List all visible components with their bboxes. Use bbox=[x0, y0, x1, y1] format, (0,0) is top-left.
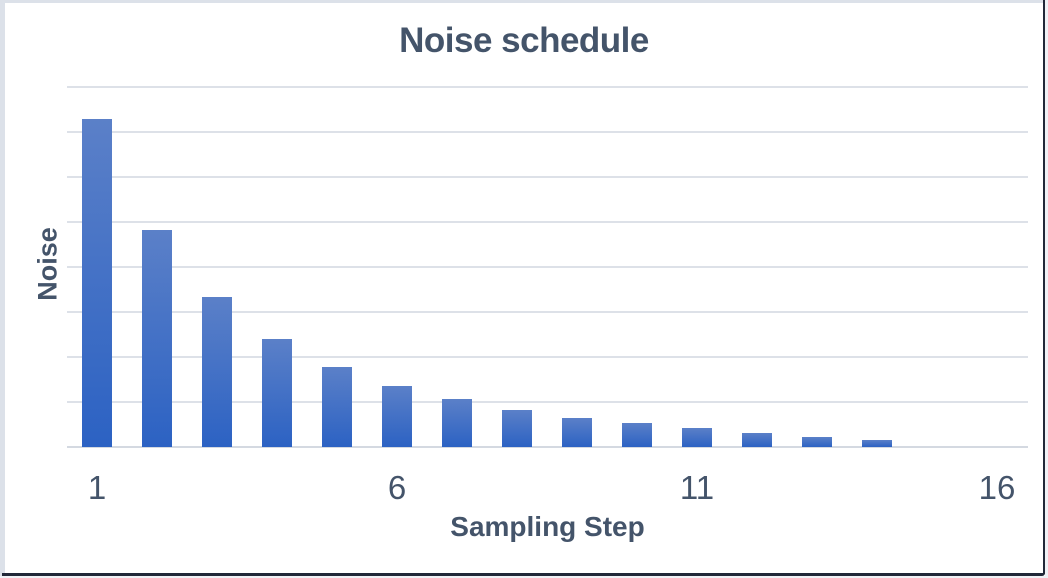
gridline bbox=[67, 401, 1028, 403]
frame-edge-left bbox=[0, 0, 5, 578]
bar-step-2 bbox=[142, 230, 172, 447]
frame-edge-right bbox=[1043, 0, 1045, 575]
x-axis-line bbox=[67, 446, 1028, 448]
bar-step-13 bbox=[802, 437, 832, 447]
x-tick-label-11: 11 bbox=[679, 469, 715, 506]
gridline bbox=[67, 221, 1028, 223]
frame-edge-bottom bbox=[2, 573, 1045, 576]
bar-step-6 bbox=[382, 385, 412, 447]
frame-edge-bottom-outer bbox=[0, 576, 1048, 578]
bar-step-9 bbox=[562, 418, 592, 447]
chart-title: Noise schedule bbox=[399, 21, 649, 60]
bar-step-3 bbox=[202, 297, 232, 447]
gridline bbox=[67, 86, 1028, 88]
x-tick-label-1: 1 bbox=[87, 469, 107, 506]
gridline bbox=[67, 131, 1028, 133]
x-axis-title: Sampling Step bbox=[450, 511, 645, 542]
bar-step-5 bbox=[322, 366, 352, 447]
x-tick-label-16: 16 bbox=[978, 469, 1016, 506]
bar-step-14 bbox=[862, 439, 892, 447]
bar-step-7 bbox=[442, 398, 472, 447]
bar-step-11 bbox=[682, 428, 712, 447]
bar-step-1 bbox=[82, 118, 112, 447]
gridline bbox=[67, 266, 1028, 268]
bar-step-10 bbox=[622, 423, 652, 447]
plot-area bbox=[67, 86, 1028, 448]
frame-edge-top bbox=[0, 0, 1048, 3]
x-tick-label-6: 6 bbox=[387, 469, 407, 506]
gridline bbox=[67, 311, 1028, 313]
bar-step-12 bbox=[742, 433, 772, 447]
y-axis-title: Noise bbox=[32, 227, 63, 301]
gridline bbox=[67, 176, 1028, 178]
frame-edge-right-outer bbox=[1045, 0, 1048, 578]
bar-step-4 bbox=[262, 339, 292, 447]
bar-step-8 bbox=[502, 410, 532, 447]
gridline bbox=[67, 356, 1028, 358]
